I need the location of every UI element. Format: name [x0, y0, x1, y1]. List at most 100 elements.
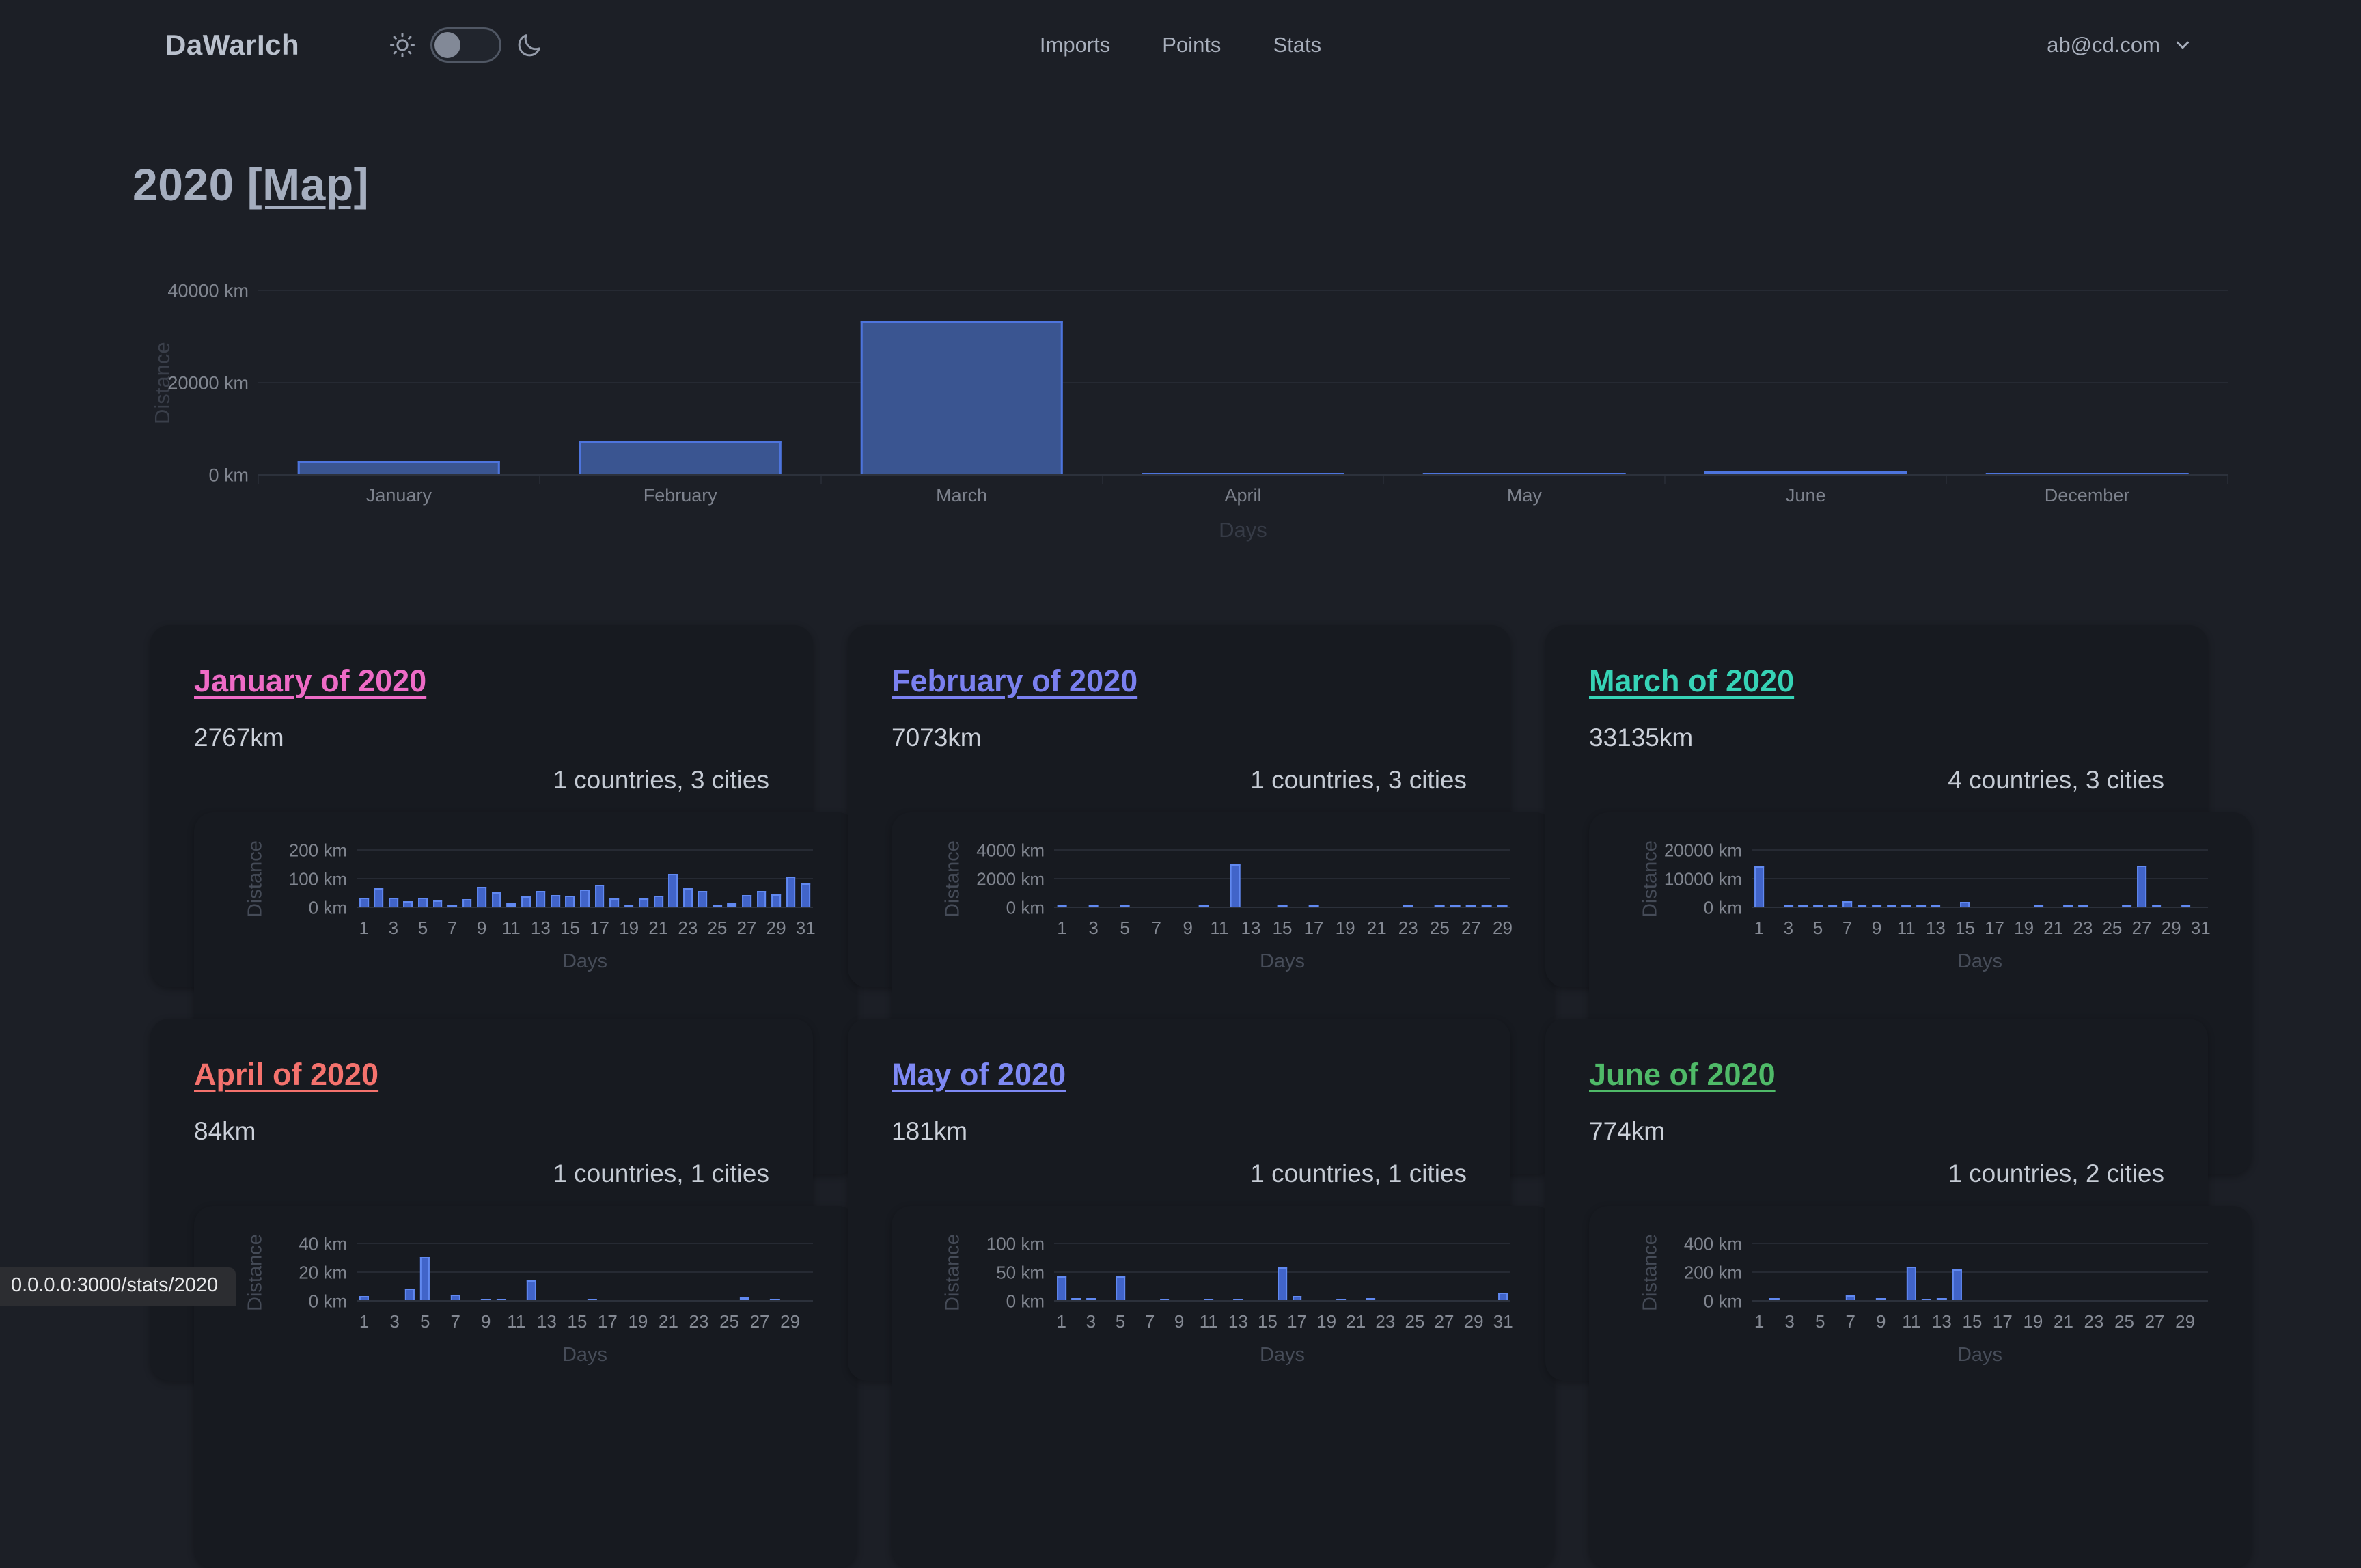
day-bar[interactable] [1960, 902, 1970, 907]
day-bar[interactable] [770, 1299, 780, 1300]
day-bar[interactable] [1120, 905, 1131, 907]
day-bar[interactable] [420, 1257, 430, 1300]
day-bar[interactable] [2063, 905, 2073, 907]
day-bar[interactable] [588, 1299, 598, 1300]
day-bar[interactable] [1466, 905, 1476, 907]
month-link[interactable]: March of 2020 [1589, 663, 1795, 698]
day-bar[interactable] [359, 898, 369, 907]
day-bar[interactable] [1308, 905, 1319, 907]
day-bar[interactable] [624, 905, 634, 907]
day-bar[interactable] [1497, 905, 1508, 907]
day-bar[interactable] [462, 899, 472, 907]
day-bar[interactable] [2181, 905, 2191, 907]
day-bar[interactable] [418, 898, 428, 907]
day-bar[interactable] [1827, 905, 1838, 907]
day-bar[interactable] [2137, 866, 2146, 907]
month-bar[interactable] [1704, 471, 1907, 474]
day-bar[interactable] [1813, 905, 1823, 907]
day-bar[interactable] [1916, 905, 1926, 907]
day-bar[interactable] [653, 896, 663, 907]
month-link[interactable]: May of 2020 [892, 1057, 1066, 1092]
day-bar[interactable] [450, 1295, 460, 1300]
day-bar[interactable] [1292, 1296, 1302, 1300]
day-bar[interactable] [1204, 1299, 1214, 1300]
day-bar[interactable] [1876, 1298, 1886, 1300]
day-bar[interactable] [1278, 1267, 1287, 1300]
day-bar[interactable] [1230, 864, 1241, 907]
day-bar[interactable] [481, 1299, 491, 1300]
day-bar[interactable] [698, 891, 708, 907]
map-link[interactable]: [Map] [247, 159, 370, 210]
day-bar[interactable] [2151, 905, 2162, 907]
day-bar[interactable] [1798, 905, 1808, 907]
day-bar[interactable] [2034, 905, 2044, 907]
month-link[interactable]: February of 2020 [892, 663, 1138, 698]
nav-points[interactable]: Points [1162, 33, 1221, 57]
plot-area[interactable] [1054, 849, 1510, 908]
nav-imports[interactable]: Imports [1039, 33, 1111, 57]
day-bar[interactable] [1845, 1295, 1855, 1300]
day-bar[interactable] [496, 1299, 506, 1300]
day-bar[interactable] [1754, 866, 1764, 907]
day-bar[interactable] [403, 901, 413, 907]
day-bar[interactable] [1906, 1267, 1916, 1300]
day-bar[interactable] [1233, 1299, 1243, 1300]
day-bar[interactable] [1116, 1276, 1125, 1300]
month-link[interactable]: April of 2020 [194, 1057, 379, 1092]
day-bar[interactable] [1498, 1293, 1508, 1300]
month-bar[interactable] [860, 321, 1063, 474]
day-bar[interactable] [404, 1289, 415, 1300]
user-menu-dropdown[interactable]: ab@cd.com [2047, 33, 2193, 57]
plot-area[interactable] [357, 849, 813, 908]
day-bar[interactable] [727, 903, 737, 907]
plot-area[interactable] [357, 1243, 813, 1302]
day-bar[interactable] [801, 883, 811, 907]
day-bar[interactable] [713, 905, 722, 907]
day-bar[interactable] [1056, 1276, 1066, 1300]
day-bar[interactable] [1198, 905, 1209, 907]
day-bar[interactable] [668, 874, 678, 907]
day-bar[interactable] [1366, 1298, 1376, 1300]
day-bar[interactable] [374, 888, 384, 907]
theme-toggle-switch[interactable] [430, 27, 502, 63]
day-bar[interactable] [1931, 905, 1941, 907]
plot-area[interactable] [1054, 1243, 1510, 1302]
day-bar[interactable] [682, 888, 693, 907]
day-bar[interactable] [609, 898, 619, 907]
brand-logo[interactable]: DaWarIch [165, 29, 300, 61]
day-bar[interactable] [742, 895, 751, 907]
day-bar[interactable] [1857, 905, 1867, 907]
month-bar[interactable] [579, 441, 782, 474]
day-bar[interactable] [1886, 905, 1896, 907]
day-bar[interactable] [1159, 1299, 1170, 1300]
day-bar[interactable] [477, 887, 487, 907]
day-bar[interactable] [1921, 1299, 1932, 1300]
day-bar[interactable] [1057, 905, 1067, 907]
day-bar[interactable] [565, 896, 575, 907]
month-bar[interactable] [297, 461, 501, 474]
day-bar[interactable] [432, 900, 443, 907]
plot-area[interactable] [258, 290, 2228, 484]
day-bar[interactable] [536, 891, 546, 907]
day-bar[interactable] [786, 877, 796, 907]
plot-area[interactable] [1752, 849, 2208, 908]
day-bar[interactable] [756, 891, 767, 907]
nav-stats[interactable]: Stats [1273, 33, 1322, 57]
day-bar[interactable] [1088, 905, 1099, 907]
day-bar[interactable] [1872, 905, 1882, 907]
day-bar[interactable] [1769, 1298, 1780, 1300]
day-bar[interactable] [447, 905, 457, 907]
plot-area[interactable] [1752, 1243, 2208, 1302]
day-bar[interactable] [2122, 905, 2132, 907]
month-bar[interactable] [1985, 473, 2189, 474]
day-bar[interactable] [1086, 1298, 1096, 1300]
day-bar[interactable] [551, 895, 560, 907]
day-bar[interactable] [359, 1296, 370, 1300]
day-bar[interactable] [1277, 905, 1288, 907]
day-bar[interactable] [1434, 905, 1445, 907]
day-bar[interactable] [521, 896, 531, 907]
day-bar[interactable] [1336, 1299, 1347, 1300]
day-bar[interactable] [1450, 905, 1461, 907]
day-bar[interactable] [771, 894, 782, 907]
day-bar[interactable] [1952, 1269, 1962, 1300]
